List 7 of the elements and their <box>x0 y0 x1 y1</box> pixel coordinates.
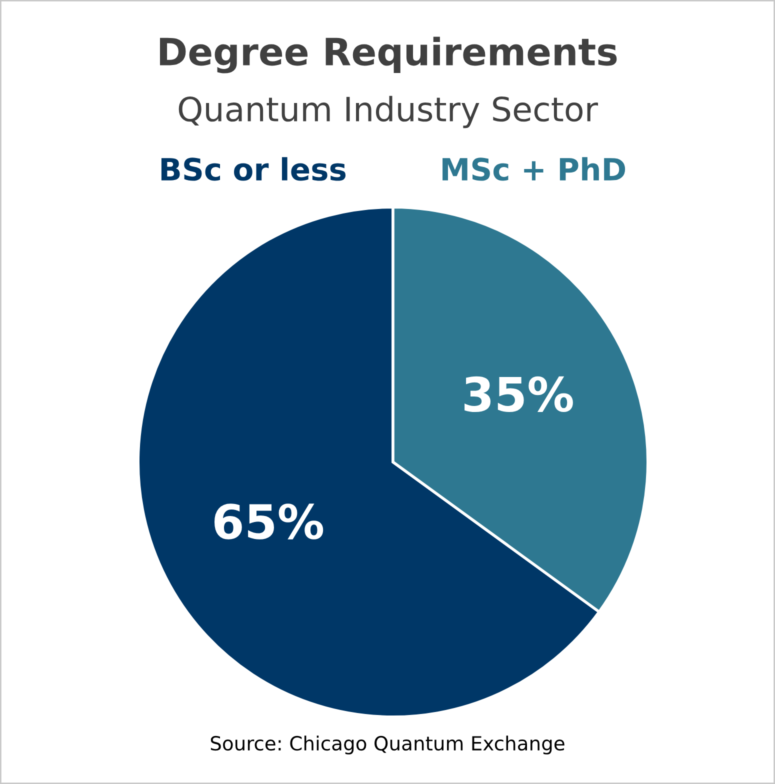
data-label: 35% <box>464 376 573 412</box>
data-label: 65% <box>214 504 324 540</box>
source-note: Source: Chicago Quantum Exchange <box>210 736 564 754</box>
slice-label: MSc + PhD <box>442 157 626 181</box>
chart-subtitle: Quantum Industry Sector <box>178 96 598 128</box>
slice-label: BSc or less <box>161 157 346 181</box>
chart-title: Degree Requirements <box>160 36 617 74</box>
